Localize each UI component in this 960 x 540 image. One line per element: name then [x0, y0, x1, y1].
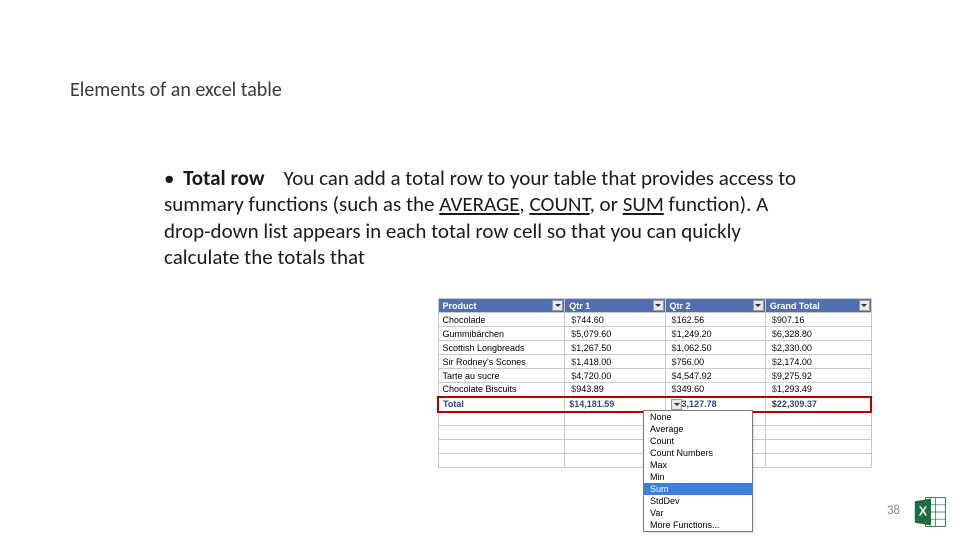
filter-arrow-icon[interactable] — [859, 300, 870, 311]
dropdown-item[interactable]: Count Numbers — [644, 447, 752, 459]
cell-product: Sir Rodney's Scones — [438, 355, 565, 369]
table-row: Tarte au sucre$4,720.00$4,547.92$9,275.9… — [438, 369, 871, 383]
cell-qtr2: $1,249.20 — [665, 327, 765, 341]
body-part-4: , or — [590, 191, 623, 217]
dropdown-item[interactable]: More Functions... — [644, 519, 752, 531]
cell-qtr1: $4,720.00 — [565, 369, 665, 383]
cell-grandtotal: $9,275.92 — [765, 369, 871, 383]
excel-logo-icon: X — [912, 494, 950, 530]
total-function-dropdown[interactable]: NoneAverageCountCount NumbersMaxMinSumSt… — [643, 410, 753, 532]
cell-grandtotal: $1,293.49 — [765, 383, 871, 397]
total-grand: $22,309.37 — [765, 397, 871, 412]
table-row: Chocolade$744.60$162.56$907.16 — [438, 313, 871, 327]
cell-qtr1: $1,418.00 — [565, 355, 665, 369]
svg-text:X: X — [919, 505, 928, 519]
link-average[interactable]: AVERAGE — [439, 191, 519, 217]
lead-label: Total row — [183, 165, 264, 191]
cell-qtr2: $349.60 — [665, 383, 765, 397]
dropdown-item[interactable]: None — [644, 411, 752, 423]
bullet: • — [164, 165, 174, 191]
total-label: Total — [438, 397, 565, 412]
table-row: Sir Rodney's Scones$1,418.00$756.00$2,17… — [438, 355, 871, 369]
filter-arrow-icon[interactable] — [653, 300, 664, 311]
cell-grandtotal: $2,330.00 — [765, 341, 871, 355]
body-part-2: , — [520, 191, 530, 217]
cell-grandtotal: $6,328.80 — [765, 327, 871, 341]
header-row: Product Qtr 1 Qtr 2 Grand Total — [438, 299, 871, 313]
cell-qtr2: $4,547.92 — [665, 369, 765, 383]
cell-product: Tarte au sucre — [438, 369, 565, 383]
dropdown-item[interactable]: Min — [644, 471, 752, 483]
dropdown-item[interactable]: Max — [644, 459, 752, 471]
dropdown-item[interactable]: StdDev — [644, 495, 752, 507]
cell-qtr1: $1,267.50 — [565, 341, 665, 355]
cell-grandtotal: $907.16 — [765, 313, 871, 327]
cell-qtr2: $1,062.50 — [665, 341, 765, 355]
col-header-qtr1[interactable]: Qtr 1 — [565, 299, 665, 313]
cell-qtr2: $162.56 — [665, 313, 765, 327]
cell-product: Scottish Longbreads — [438, 341, 565, 355]
cell-qtr1: $744.60 — [565, 313, 665, 327]
dropdown-item[interactable]: Var — [644, 507, 752, 519]
col-header-qtr2[interactable]: Qtr 2 — [665, 299, 765, 313]
body-text: • Total row You can add a total row to y… — [164, 165, 804, 270]
col-header-grandtotal[interactable]: Grand Total — [765, 299, 871, 313]
table-row: Gummibärchen$5,079.60$1,249.20$6,328.80 — [438, 327, 871, 341]
col-header-product[interactable]: Product — [438, 299, 565, 313]
dropdown-item[interactable]: Average — [644, 423, 752, 435]
cell-grandtotal: $2,174.00 — [765, 355, 871, 369]
link-sum[interactable]: SUM — [623, 191, 664, 217]
filter-arrow-icon[interactable] — [753, 300, 764, 311]
link-count[interactable]: COUNT — [530, 191, 590, 217]
dropdown-item[interactable]: Count — [644, 435, 752, 447]
cell-product: Chocolade — [438, 313, 565, 327]
table-row: Scottish Longbreads$1,267.50$1,062.50$2,… — [438, 341, 871, 355]
filter-arrow-icon[interactable] — [552, 300, 563, 311]
cell-qtr2: $756.00 — [665, 355, 765, 369]
slide-title: Elements of an excel table — [70, 78, 282, 102]
dropdown-item[interactable]: Sum — [644, 483, 752, 495]
cell-qtr1: $5,079.60 — [565, 327, 665, 341]
cell-product: Chocolate Biscuits — [438, 383, 565, 397]
dropdown-arrow-icon[interactable] — [671, 399, 682, 410]
page-number: 38 — [887, 503, 900, 518]
table-row: Chocolate Biscuits$943.89$349.60$1,293.4… — [438, 383, 871, 397]
excel-table-screenshot: Product Qtr 1 Qtr 2 Grand Total Chocolad… — [437, 298, 872, 468]
cell-qtr1: $943.89 — [565, 383, 665, 397]
cell-product: Gummibärchen — [438, 327, 565, 341]
